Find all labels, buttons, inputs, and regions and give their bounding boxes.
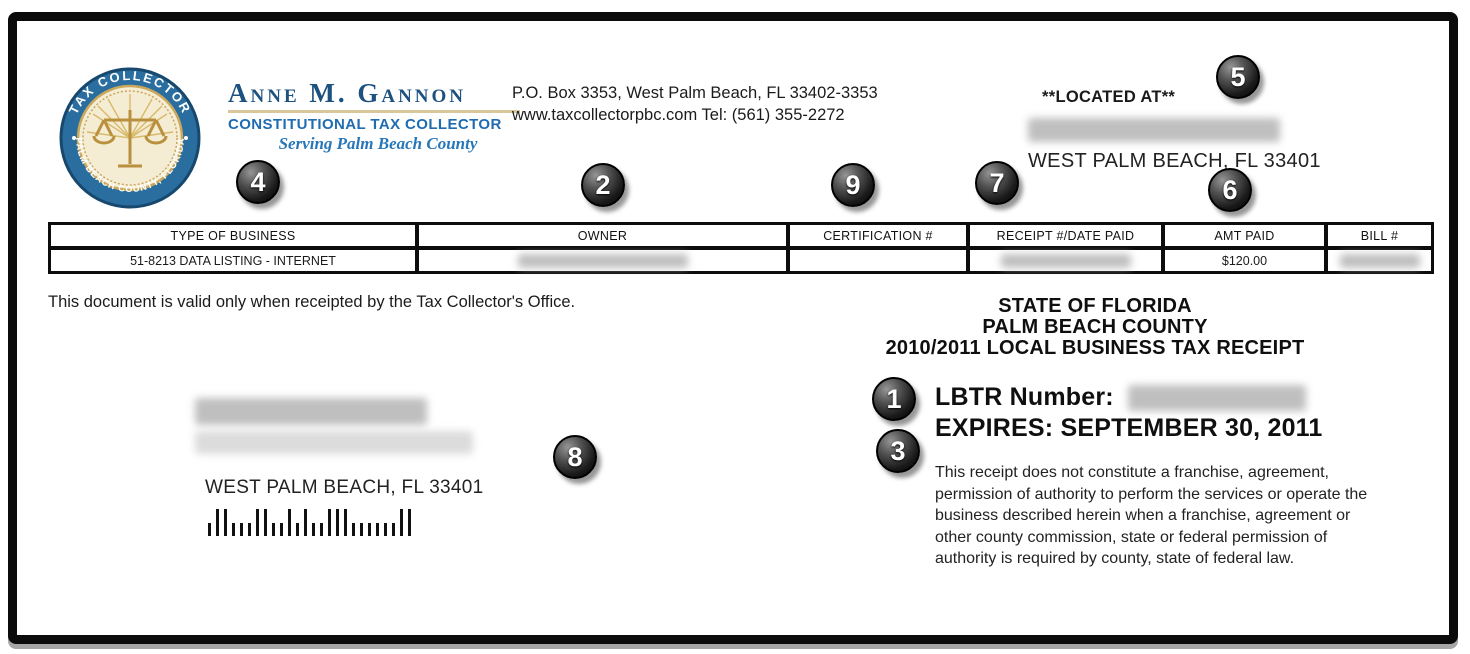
receipt-value-redacted [1000, 253, 1131, 268]
col-header-type-of-business: TYPE OF BUSINESS [49, 223, 417, 248]
barcode-bar [320, 523, 323, 536]
barcode-bar [248, 523, 251, 536]
barcode-bar [392, 523, 395, 536]
callout-badge-3: 3 [876, 429, 920, 473]
receipt-heading: STATE OF FLORIDA PALM BEACH COUNTY 2010/… [830, 296, 1360, 359]
owner-value-redacted [517, 253, 688, 268]
barcode-bar [360, 523, 363, 536]
barcode-bar [336, 509, 339, 536]
postal-barcode [208, 508, 411, 536]
callout-badge-7: 7 [975, 161, 1019, 205]
lbtr-number-label: LBTR Number: [935, 383, 1114, 411]
document-border-frame [8, 12, 1458, 644]
barcode-bar [256, 509, 259, 536]
county-line: PALM BEACH COUNTY [982, 316, 1208, 338]
col-header-receipt-date-paid: RECEIPT #/DATE PAID [968, 223, 1163, 248]
barcode-bar [232, 523, 235, 536]
barcode-bar [376, 523, 379, 536]
collector-tagline: Serving Palm Beach County [278, 134, 478, 153]
receipt-title-line: 2010/2011 LOCAL BUSINESS TAX RECEIPT [885, 337, 1305, 359]
receipt-table: TYPE OF BUSINESS OWNER CERTIFICATION # R… [48, 222, 1434, 274]
barcode-bar [280, 523, 283, 536]
barcode-bar [264, 509, 267, 536]
col-header-owner: OWNER [417, 223, 788, 248]
expires-line: EXPIRES: SEPTEMBER 30, 2011 [935, 414, 1323, 442]
disclaimer-paragraph: This receipt does not constitute a franc… [935, 464, 1368, 567]
col-header-bill: BILL # [1326, 223, 1433, 248]
callout-badge-1: 1 [872, 377, 916, 421]
located-at-street-redacted [1028, 118, 1280, 142]
lbtr-number-redacted [1127, 384, 1306, 411]
barcode-bar [240, 523, 243, 536]
scales-icon [92, 110, 168, 168]
located-at-city: WEST PALM BEACH, FL 33401 [1028, 150, 1321, 172]
barcode-bar [400, 509, 403, 536]
barcode-bar [408, 509, 411, 536]
seal-graphic: TAX COLLECTOR PALM BEACH COUNTY, FLORIDA [59, 67, 201, 209]
mailing-name-redacted [195, 398, 427, 425]
collector-name: Anne M. Gannon [228, 78, 467, 108]
callout-badge-2: 2 [581, 163, 625, 207]
callout-badge-6: 6 [1208, 168, 1252, 212]
barcode-bar [384, 523, 387, 536]
barcode-bar [288, 509, 291, 536]
barcode-bar [352, 523, 355, 536]
barcode-bar [208, 523, 211, 536]
col-header-amt-paid: AMT PAID [1163, 223, 1326, 248]
cell-owner [417, 248, 788, 273]
col-header-certification: CERTIFICATION # [788, 223, 968, 248]
callout-badge-9: 9 [831, 163, 875, 207]
cell-type-of-business: 51-8213 DATA LISTING - INTERNET [49, 248, 417, 273]
cell-bill [1326, 248, 1433, 273]
cell-certification [788, 248, 968, 273]
located-at-label: **LOCATED AT** [1042, 88, 1176, 106]
callout-badge-8: 8 [553, 435, 597, 479]
office-address-block: P.O. Box 3353, West Palm Beach, FL 33402… [512, 82, 878, 126]
mailing-city: WEST PALM BEACH, FL 33401 [205, 477, 484, 498]
barcode-bar [304, 509, 307, 536]
barcode-bar [328, 509, 331, 536]
brand-underline [228, 110, 520, 113]
callout-badge-5: 5 [1216, 55, 1260, 99]
office-address-line1: P.O. Box 3353, West Palm Beach, FL 33402… [512, 84, 878, 102]
callout-badge-4: 4 [236, 160, 280, 204]
barcode-bar [344, 509, 347, 536]
collector-title: CONSTITUTIONAL TAX COLLECTOR [228, 116, 502, 133]
barcode-bar [296, 523, 299, 536]
barcode-bar [272, 523, 275, 536]
office-address-line2: www.taxcollectorpbc.com Tel: (561) 355-2… [512, 106, 845, 124]
barcode-bar [216, 509, 219, 536]
lbtr-number-row: LBTR Number: [935, 383, 1306, 412]
barcode-bar [368, 523, 371, 536]
state-line: STATE OF FLORIDA [998, 295, 1192, 317]
validity-note: This document is valid only when receipt… [48, 293, 576, 311]
barcode-bar [224, 509, 227, 536]
cell-amt-paid: $120.00 [1163, 248, 1326, 273]
cell-receipt-date-paid [968, 248, 1163, 273]
bill-value-redacted [1339, 253, 1420, 268]
collector-brand-block: Anne M. Gannon CONSTITUTIONAL TAX COLLEC… [228, 80, 528, 154]
barcode-bar [312, 523, 315, 536]
mailing-street-redacted [195, 431, 473, 454]
palm-beach-county-seal: TAX COLLECTOR PALM BEACH COUNTY, FLORIDA [58, 66, 202, 210]
